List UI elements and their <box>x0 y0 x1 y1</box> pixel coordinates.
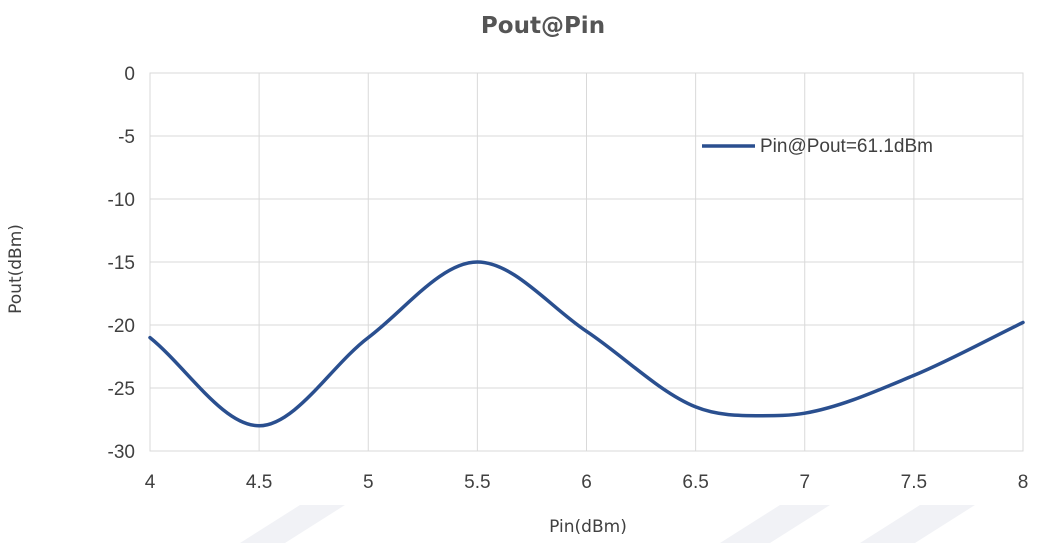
x-axis-ticks: 4 4.5 5 5.5 6 6.5 7 7.5 8 <box>145 472 1029 493</box>
y-tick-label: -5 <box>118 127 135 148</box>
y-axis-ticks: 0 -5 -10 -15 -20 -25 -30 <box>108 64 135 463</box>
series-line <box>148 260 1025 428</box>
y-tick-label: -20 <box>108 316 135 337</box>
series-layer <box>148 260 1025 428</box>
x-tick-label: 5.5 <box>464 472 490 493</box>
legend: Pin@Pout=61.1dBm <box>702 136 933 157</box>
chart-title: Pout@Pin <box>481 13 605 39</box>
y-tick-label: -15 <box>108 253 135 274</box>
x-tick-label: 7.5 <box>901 472 927 493</box>
x-tick-label: 7 <box>799 472 810 493</box>
background-watermark <box>240 505 975 543</box>
y-tick-label: 0 <box>124 64 135 85</box>
x-tick-label: 6.5 <box>682 472 708 493</box>
x-tick-label: 4 <box>145 472 156 493</box>
grid <box>149 72 1024 452</box>
y-tick-label: -10 <box>108 190 135 211</box>
x-tick-label: 6 <box>581 472 592 493</box>
x-axis-title: Pin(dBm) <box>549 517 627 537</box>
x-tick-label: 8 <box>1018 472 1029 493</box>
legend-label: Pin@Pout=61.1dBm <box>760 136 933 157</box>
y-tick-label: -25 <box>108 379 135 400</box>
plot-area <box>149 72 1024 452</box>
y-tick-label: -30 <box>108 442 135 463</box>
x-tick-label: 4.5 <box>246 472 272 493</box>
y-axis-title: Pout(dBm) <box>6 224 26 314</box>
x-tick-label: 5 <box>363 472 374 493</box>
